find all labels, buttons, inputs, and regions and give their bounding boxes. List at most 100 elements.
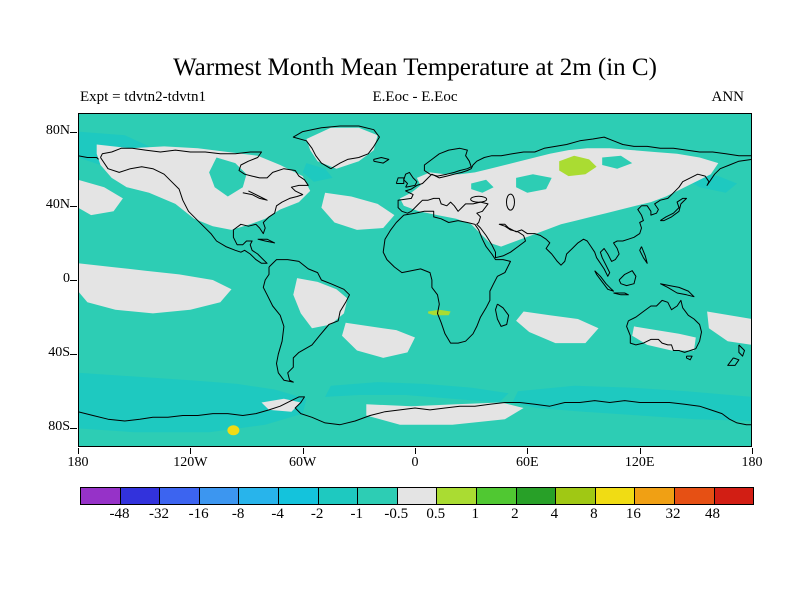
world-map: [78, 113, 752, 447]
colorbar-label: 0.5: [426, 506, 446, 522]
coastline-ireland: [395, 177, 405, 184]
region-north-atlantic: [321, 192, 395, 230]
region-antarctic-warm-spot: [227, 425, 240, 436]
colorbar-label: -0.5: [384, 506, 409, 522]
colorbar-segment-14: [635, 488, 675, 504]
figure-title: Warmest Month Mean Temperature at 2m (in…: [173, 54, 657, 81]
region-south-atlantic: [342, 322, 415, 358]
colorbar-label: -8: [231, 506, 245, 522]
region-equatorial-pacific: [78, 263, 232, 314]
region-east-siberia-teal: [602, 155, 633, 169]
colorbar-segment-2: [160, 488, 200, 504]
x-tick-mark: [78, 448, 79, 454]
x-tick-mark: [752, 448, 753, 454]
colorbar-segment-16: [714, 488, 754, 504]
region-north-pacific: [78, 179, 123, 216]
coastline-philippines: [639, 246, 648, 264]
colorbar-segment-5: [278, 488, 319, 504]
coastline-new-guinea: [660, 283, 695, 298]
x-tick-label: 180: [741, 455, 763, 470]
coastline-south-america: [262, 259, 350, 383]
colorbar-segment-7: [358, 488, 398, 504]
region-southern-ocean-central: [325, 382, 509, 403]
colorbar-label: 8: [590, 506, 598, 522]
colorbar-label: -1: [350, 506, 363, 522]
region-central-asia-teal: [516, 174, 552, 193]
coastline-japan: [660, 197, 687, 222]
x-tick-mark: [302, 448, 304, 454]
colorbar-label: 48: [704, 506, 720, 522]
colorbar-segment-15: [674, 488, 715, 504]
coastline-borneo: [618, 270, 637, 287]
region-southern-ocean-east: [512, 385, 752, 421]
y-tick-mark: [70, 354, 77, 356]
y-tick-label: 40N: [45, 196, 70, 212]
colorbar-segment-13: [595, 488, 636, 504]
coastline-britain: [403, 171, 418, 188]
region-east-europe-teal: [471, 179, 494, 193]
experiment-label: Expt = tdvtn2-tdvtn1: [80, 89, 206, 105]
colorbar-label: -32: [149, 506, 170, 522]
colorbar-segment-10: [476, 488, 517, 504]
y-tick-mark: [70, 131, 77, 133]
y-tick-mark: [70, 205, 77, 207]
region-eurasia: [400, 148, 719, 247]
coastline-australia: [626, 299, 702, 353]
coastline-antarctica: [78, 396, 752, 426]
colorbar-segment-6: [318, 488, 359, 504]
colorbar-segment-8: [397, 488, 438, 504]
coastline-africa: [382, 210, 511, 344]
region-southwest-pacific: [707, 311, 752, 345]
colorbar-label: -2: [310, 506, 324, 522]
region-australia-interior: [632, 326, 696, 351]
region-southern-ocean-west: [78, 372, 307, 433]
coastline-new-zealand-north: [738, 344, 745, 357]
y-tick-label: 40S: [48, 345, 70, 361]
x-tick-mark: [190, 448, 192, 454]
colorbar-label: -4: [271, 506, 284, 522]
x-tick-label: 120E: [624, 455, 655, 470]
coastline-black-sea: [470, 195, 488, 203]
colorbar-segment-0: [81, 488, 121, 504]
y-tick-label: 0: [63, 271, 70, 286]
x-tick-mark: [415, 448, 416, 454]
case-label: E.Eoc - E.Eoc: [372, 89, 458, 105]
region-north-america: [96, 144, 311, 230]
coastline-tasmania: [686, 355, 693, 361]
colorbar-label: -48: [109, 506, 130, 522]
coastline-sumatra: [594, 270, 614, 292]
coastline-great-lakes: [242, 190, 268, 201]
y-tick-label: 80S: [48, 419, 70, 435]
region-greenland: [306, 127, 378, 169]
x-tick-mark: [527, 448, 529, 454]
region-africa-warm-dash: [428, 309, 451, 316]
coastline-caspian-sea: [505, 193, 515, 211]
coastline-greenland: [292, 125, 380, 170]
region-west-siberia-warm: [559, 155, 597, 177]
y-tick-mark: [70, 280, 77, 281]
x-tick-label: 120W: [173, 455, 208, 470]
coastline-madagascar: [495, 303, 510, 327]
colorbar-label: -16: [188, 506, 209, 522]
coastline-eurasia: [397, 136, 752, 277]
region-south-indian-ocean: [516, 311, 599, 344]
x-tick-label: 60E: [516, 455, 539, 470]
x-tick-label: 60W: [289, 455, 317, 470]
coastline-java: [613, 292, 629, 296]
coastline-chukotka: [78, 155, 99, 160]
region-east-south-america: [293, 278, 348, 329]
coastline-scandinavia: [423, 147, 472, 177]
coastline-iceland: [373, 157, 390, 164]
colorbar-segment-12: [556, 488, 596, 504]
colorbar-segment-4: [239, 488, 279, 504]
y-tick-mark: [70, 428, 77, 430]
region-central-canada-teal: [209, 157, 247, 197]
colorbar-label: 2: [511, 506, 519, 522]
colorbar-label: 32: [665, 506, 681, 522]
coastline-new-zealand-south: [727, 357, 740, 366]
y-tick-label: 80N: [45, 122, 70, 138]
colorbar-segment-9: [437, 488, 477, 504]
region-labrador-sea: [302, 163, 333, 182]
coastline-north-america: [100, 147, 309, 264]
colorbar-label: 1: [471, 506, 480, 522]
